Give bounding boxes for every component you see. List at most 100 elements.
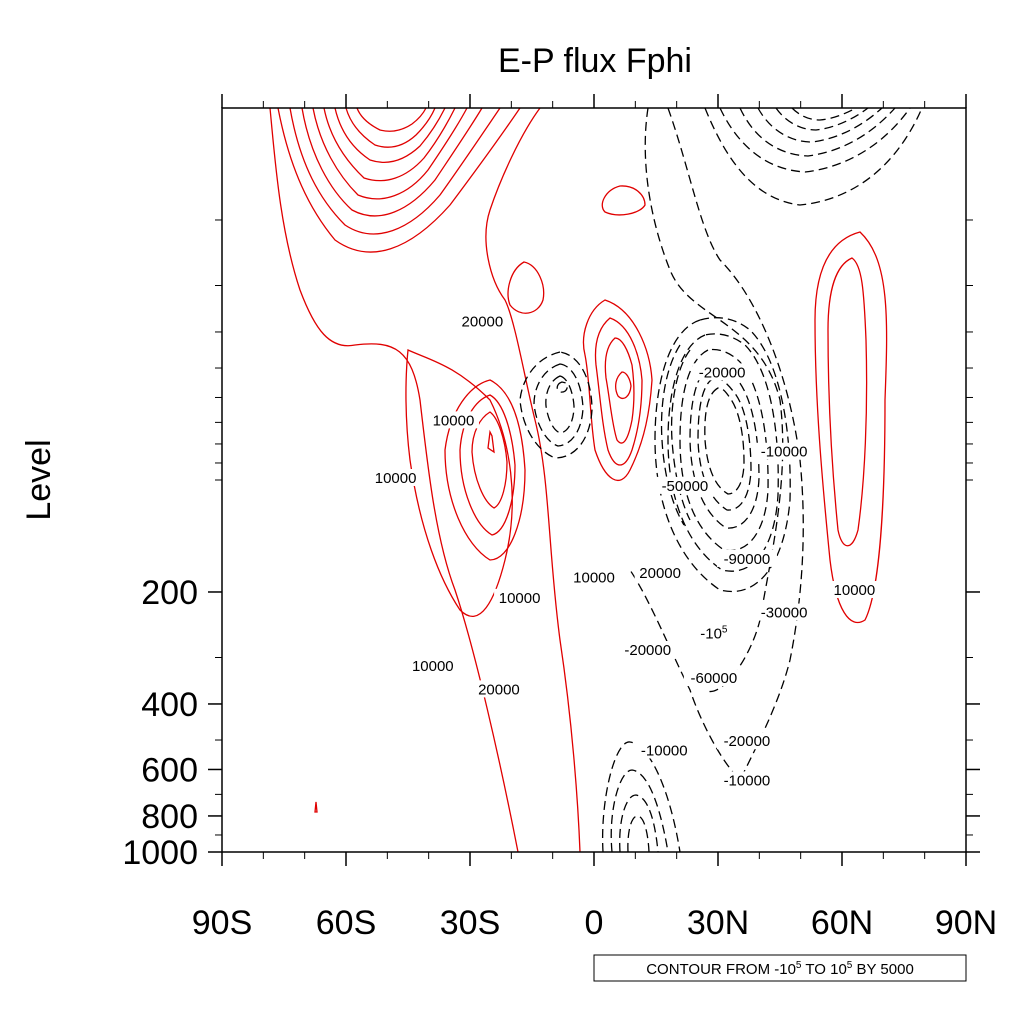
x-tick-label: 90S bbox=[192, 904, 253, 942]
contour-neg-nh-jet-3 bbox=[757, 107, 883, 143]
contour-label-bg bbox=[494, 588, 546, 606]
contour-label-bg bbox=[716, 732, 777, 750]
contour-label-bg bbox=[634, 563, 686, 581]
contour-info-sup2: 5 bbox=[847, 960, 853, 971]
contour-label-bg bbox=[754, 442, 815, 460]
contour-label-bg bbox=[407, 656, 459, 674]
contour-neg-core bbox=[704, 387, 745, 495]
contour-neg-nh-jet-2 bbox=[739, 107, 896, 157]
contour-pos-lowcell-3 bbox=[471, 411, 508, 509]
contour-neg-sfc-2 bbox=[610, 769, 669, 853]
contour-neg-sfc-4 bbox=[627, 815, 650, 853]
contour-label: -90000 bbox=[724, 551, 771, 568]
contour-info-sup1: 5 bbox=[796, 960, 802, 971]
contour-pos-eq-4 bbox=[615, 371, 632, 400]
contour-pos-sh-jet-7 bbox=[345, 107, 436, 148]
contour-label: -20000 bbox=[724, 733, 771, 750]
contour-pos-sh-jet-5 bbox=[323, 107, 456, 182]
contour-label-bg bbox=[716, 549, 777, 567]
chart-title: E-P flux Fphi bbox=[498, 42, 692, 80]
y-tick-label: 200 bbox=[141, 574, 198, 612]
contour-pos-sh-jet-4 bbox=[312, 107, 468, 200]
x-tick-label: 30S bbox=[440, 904, 501, 942]
contour-neg-sfc-3 bbox=[619, 794, 659, 853]
contour-label-bg bbox=[370, 469, 422, 486]
contour-neg-nh-jet-5 bbox=[791, 107, 857, 121]
contour-label: -60000 bbox=[691, 670, 738, 687]
contour-pos-small-1 bbox=[601, 185, 646, 216]
contour-pos-sh-outer-2 bbox=[485, 107, 581, 853]
contour-neg-main-5 bbox=[697, 377, 752, 511]
contour-pos-eq-1 bbox=[582, 299, 653, 482]
contour-pos-nh-1 bbox=[814, 231, 888, 624]
contour-label: 10000 bbox=[375, 470, 417, 487]
y-axis-label: Level bbox=[20, 439, 58, 520]
contour-neg-eq-1 bbox=[519, 351, 593, 459]
contour-label-bg bbox=[654, 476, 715, 494]
contour-label: -10000 bbox=[761, 444, 808, 461]
contour-pos-eq-3 bbox=[604, 337, 635, 444]
contour-neg-wall-2 bbox=[660, 344, 685, 526]
y-tick-label: 800 bbox=[141, 798, 198, 836]
contour-label: 20000 bbox=[478, 681, 520, 698]
contour-pos-sh-jet-2 bbox=[289, 107, 501, 235]
x-tick-label: 60S bbox=[316, 904, 377, 942]
contour-labels: 20000 10000 10000 10000 10000 10000 20000 20000… bbox=[370, 312, 880, 789]
contour-label: 10000 bbox=[834, 582, 876, 599]
y-tick-label: 400 bbox=[141, 686, 198, 724]
contour-label-bg bbox=[692, 624, 735, 642]
contour-label-bg bbox=[828, 580, 880, 598]
contour-pos-sh-jet-6 bbox=[334, 107, 446, 163]
contour-neg-outer bbox=[629, 107, 804, 782]
contour-label-bg bbox=[617, 641, 678, 659]
contour-label: 20000 bbox=[639, 565, 681, 582]
contour-label-bg bbox=[683, 669, 744, 687]
contour-label-bg bbox=[473, 680, 525, 698]
x-axis: 90S 60S 30S 0 30N 60N 90N bbox=[192, 94, 997, 942]
x-tick-label: 60N bbox=[811, 904, 873, 942]
contour-pos-sh-jet-8 bbox=[356, 107, 427, 132]
contour-info-prefix: CONTOUR FROM -10 bbox=[646, 961, 796, 978]
contour-label: -30000 bbox=[761, 605, 808, 622]
contour-neg-nh-jet-1 bbox=[719, 107, 911, 173]
contour-label: -20000 bbox=[699, 364, 746, 381]
contour-label: -10000 bbox=[641, 742, 688, 759]
contour-pos-nh-2 bbox=[827, 257, 868, 547]
contour-label: 10000 bbox=[573, 569, 615, 586]
contour-label: -50000 bbox=[662, 478, 709, 495]
contour-info-border bbox=[593, 954, 967, 982]
x-tick-label: 90N bbox=[935, 904, 997, 942]
contour-pos-lowcell-4 bbox=[487, 429, 495, 454]
contour-neg-eq-4 bbox=[556, 381, 568, 393]
contour-label: 20000 bbox=[462, 314, 504, 331]
contour-neg-outer-2 bbox=[644, 107, 784, 693]
x-tick-label: 30N bbox=[687, 904, 749, 942]
contour-info-box: CONTOUR FROM -105 TO 105 BY 5000 bbox=[593, 954, 967, 982]
y-tick-label: 600 bbox=[141, 751, 198, 789]
contour-label-bg bbox=[427, 411, 479, 429]
contour-neg-nh-jet-4 bbox=[775, 107, 869, 131]
contour-info-suffix: BY 5000 bbox=[852, 961, 913, 978]
contour-neg-main-3 bbox=[679, 348, 769, 552]
contour-label: 10000 bbox=[433, 412, 475, 429]
x-tick-label: 0 bbox=[585, 904, 604, 942]
contour-pos-sh-outer bbox=[269, 107, 519, 853]
contour-neg-sfc-1 bbox=[601, 741, 681, 853]
contour-neg-main-1 bbox=[654, 317, 791, 593]
contour-pos-lowcell-2 bbox=[459, 394, 516, 536]
contour-label-bg bbox=[456, 312, 508, 330]
contour-label-bg bbox=[692, 363, 753, 381]
contour-neg-nh-jet-6 bbox=[704, 107, 923, 206]
y-tick-label: 1000 bbox=[122, 834, 198, 872]
contour-label-bg bbox=[634, 741, 695, 759]
contour-neg-main-2 bbox=[667, 333, 779, 572]
contour-pos-speck bbox=[314, 801, 318, 813]
contour-label-bg bbox=[754, 603, 815, 621]
contour-label: 10000 bbox=[499, 590, 541, 607]
contour-pos-sh-mid bbox=[405, 349, 513, 617]
contour-neg-eq-2 bbox=[533, 363, 584, 447]
contour-info-text: CONTOUR FROM -105 TO 105 BY 5000 bbox=[646, 960, 914, 978]
contour-label-bg bbox=[716, 771, 777, 789]
